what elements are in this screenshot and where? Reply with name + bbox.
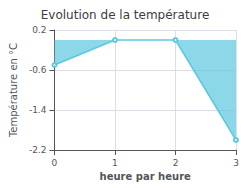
svg-text:1: 1 — [112, 158, 118, 168]
svg-text:-0.6: -0.6 — [29, 65, 47, 75]
svg-text:2: 2 — [173, 158, 179, 168]
svg-text:heure par heure: heure par heure — [100, 171, 191, 182]
svg-text:-2.2: -2.2 — [29, 145, 47, 155]
svg-text:3: 3 — [233, 158, 239, 168]
svg-text:Température en °C: Température en °C — [8, 43, 19, 138]
svg-text:-1.4: -1.4 — [29, 105, 47, 115]
svg-text:0.2: 0.2 — [32, 25, 46, 35]
svg-text:0: 0 — [52, 158, 58, 168]
svg-text:Evolution de la température: Evolution de la température — [41, 8, 210, 22]
